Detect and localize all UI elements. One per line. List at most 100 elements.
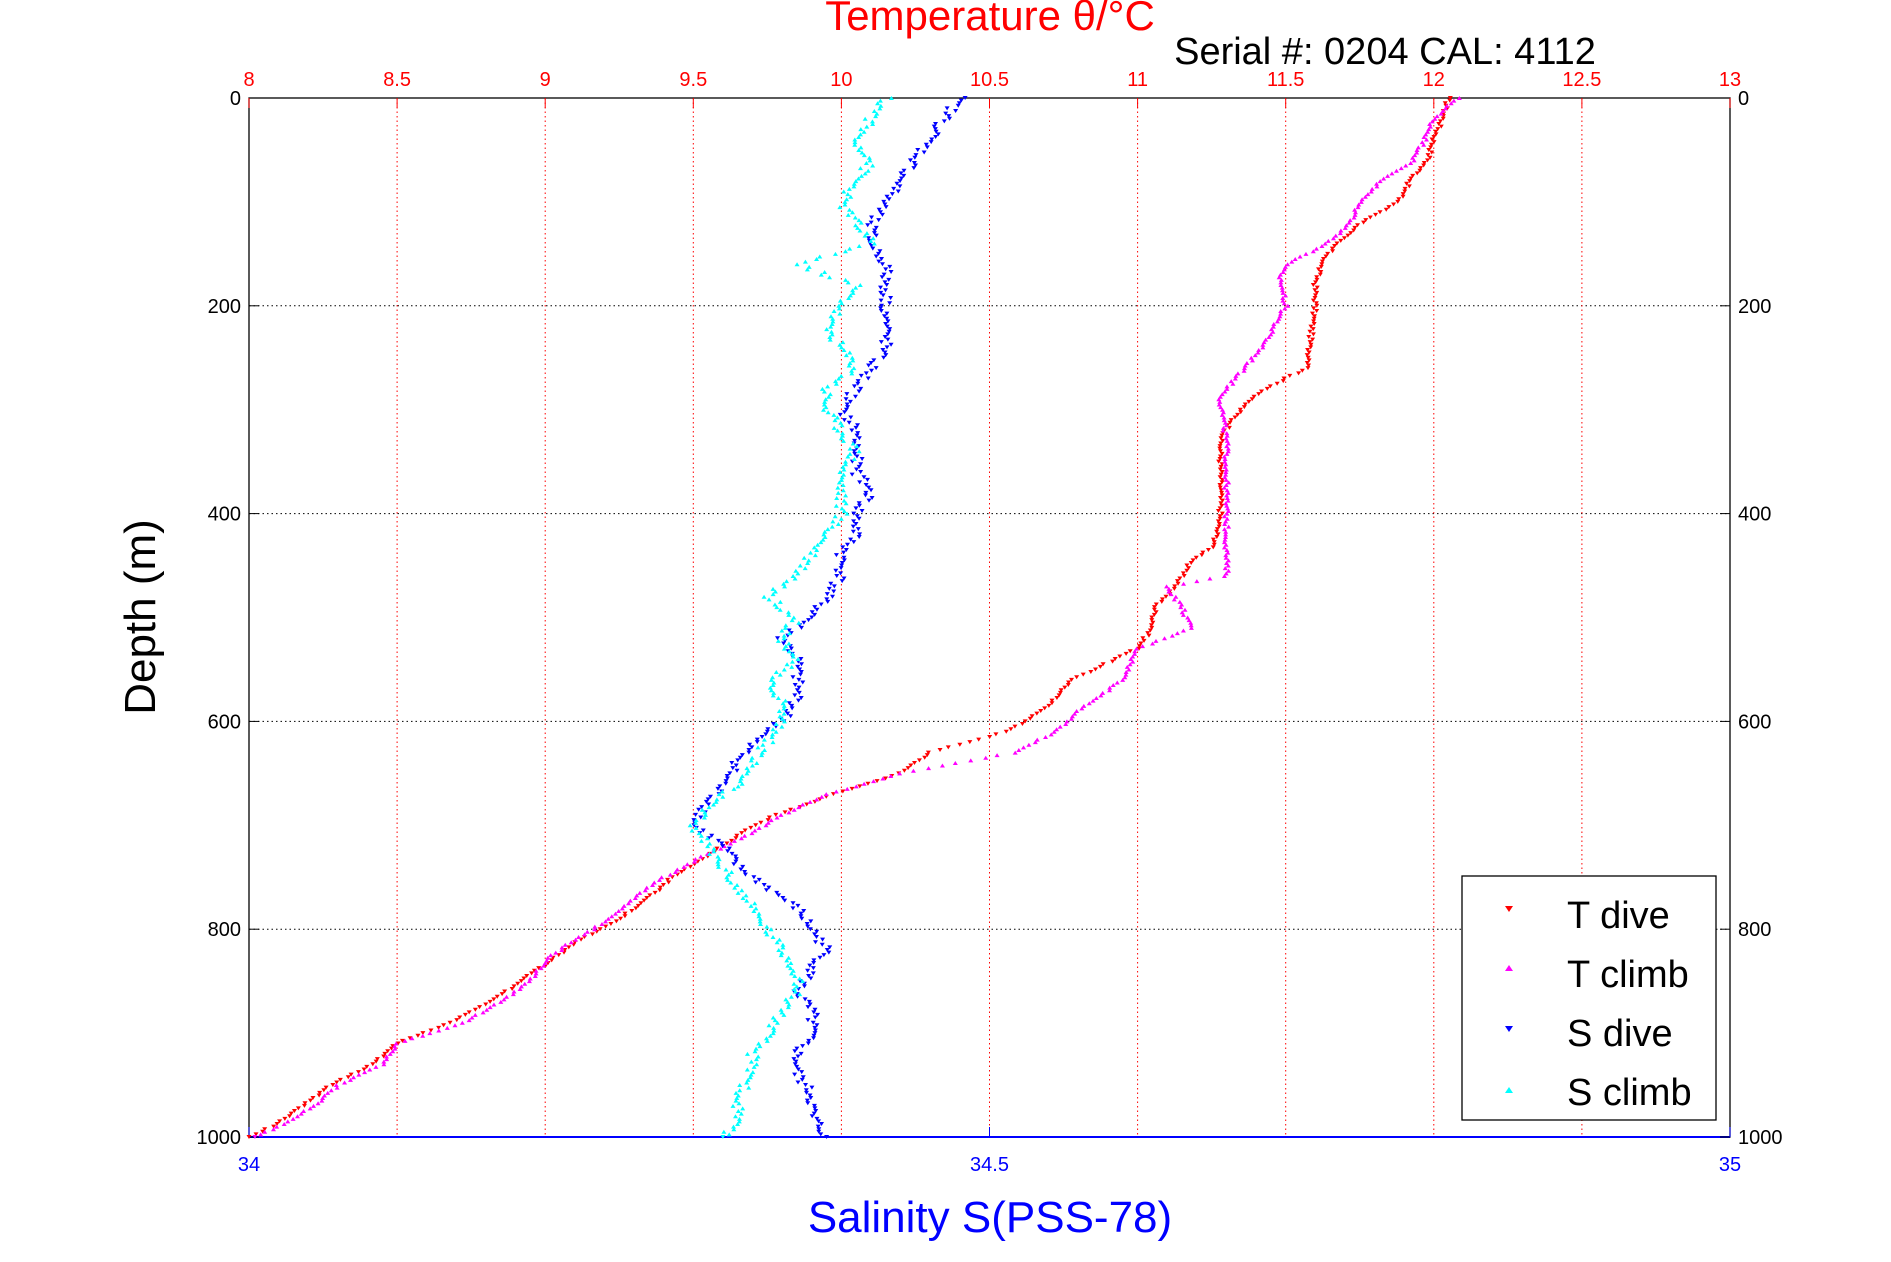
point-s-climb (839, 431, 845, 436)
point-t-climb (568, 940, 574, 945)
point-s-dive (795, 1067, 801, 1072)
point-s-climb (859, 173, 865, 178)
point-t-climb (983, 755, 989, 760)
point-t-climb (1271, 321, 1277, 326)
point-t-dive (1264, 386, 1270, 391)
point-s-dive (733, 763, 739, 768)
point-s-climb (715, 862, 721, 867)
point-t-dive (1314, 275, 1320, 280)
point-s-climb (758, 922, 764, 927)
point-s-climb (830, 316, 836, 321)
point-t-dive (734, 833, 740, 838)
point-s-dive (913, 163, 919, 168)
point-s-climb (786, 641, 792, 646)
point-t-dive (1274, 381, 1280, 386)
point-s-climb (699, 807, 705, 812)
point-t-dive (1355, 223, 1361, 228)
point-t-dive (1310, 332, 1316, 337)
point-t-dive (1123, 651, 1129, 656)
point-s-climb (817, 254, 823, 259)
point-t-dive (334, 1080, 340, 1085)
point-t-dive (1304, 353, 1310, 358)
point-t-dive (1184, 568, 1190, 573)
point-t-climb (459, 1020, 465, 1025)
point-s-dive (884, 324, 890, 329)
point-s-climb (832, 251, 838, 256)
point-t-climb (381, 1059, 387, 1064)
point-s-climb (843, 493, 849, 498)
point-s-dive (856, 516, 862, 521)
point-s-dive (800, 1044, 806, 1049)
point-s-climb (733, 1098, 739, 1103)
point-s-climb (857, 166, 863, 171)
point-t-climb (1223, 477, 1229, 482)
point-t-climb (1217, 399, 1223, 404)
point-s-dive (882, 334, 888, 339)
point-s-climb (835, 490, 841, 495)
point-t-dive (1238, 410, 1244, 415)
point-t-dive (1211, 540, 1217, 545)
point-t-dive (1200, 550, 1206, 555)
point-s-climb (838, 516, 844, 521)
point-t-climb (1224, 444, 1230, 449)
point-s-climb (724, 875, 730, 880)
point-s-climb (693, 825, 699, 830)
point-s-dive (786, 701, 792, 706)
point-s-climb (825, 384, 831, 389)
point-s-dive (811, 1111, 817, 1116)
point-t-dive (1325, 251, 1331, 256)
depth-tick-label-left: 400 (208, 504, 241, 526)
point-s-dive (881, 355, 887, 360)
point-t-climb (342, 1080, 348, 1085)
point-s-climb (842, 249, 848, 254)
point-t-dive (1363, 218, 1369, 223)
point-t-climb (334, 1085, 340, 1090)
point-s-dive (907, 158, 913, 163)
point-s-dive (873, 233, 879, 238)
point-t-climb (1252, 353, 1258, 358)
point-s-climb (851, 457, 857, 462)
point-s-climb (791, 615, 797, 620)
marks-layer (246, 96, 1462, 1139)
point-t-dive (1310, 298, 1316, 303)
point-t-climb (1223, 571, 1229, 576)
point-s-climb (772, 589, 778, 594)
point-s-climb (781, 711, 787, 716)
point-t-dive (1217, 457, 1223, 462)
point-s-climb (766, 1023, 772, 1028)
point-s-dive (880, 293, 886, 298)
point-t-climb (298, 1111, 304, 1116)
point-t-dive (1100, 662, 1106, 667)
point-t-climb (1412, 153, 1418, 158)
point-t-dive (1080, 672, 1086, 677)
point-s-dive (805, 968, 811, 973)
point-s-climb (728, 880, 734, 885)
point-t-dive (1159, 597, 1165, 602)
point-t-dive (1140, 636, 1146, 641)
point-s-climb (749, 755, 755, 760)
point-t-dive (1308, 324, 1314, 329)
point-s-climb (784, 662, 790, 667)
point-t-dive (457, 1015, 463, 1020)
point-t-climb (573, 937, 579, 942)
point-t-dive (511, 984, 517, 989)
point-s-climb (769, 734, 775, 739)
point-t-climb (592, 924, 598, 929)
point-s-dive (729, 851, 735, 856)
point-t-climb (1093, 696, 1099, 701)
point-t-climb (1150, 641, 1156, 646)
point-s-climb (785, 1005, 791, 1010)
point-s-dive (853, 506, 859, 511)
point-s-climb (855, 225, 861, 230)
point-t-climb (1221, 454, 1227, 459)
point-t-climb (1425, 129, 1431, 134)
point-t-dive (874, 779, 880, 784)
point-t-dive (487, 999, 493, 1004)
point-t-climb (1026, 742, 1032, 747)
depth-tick-label-right: 800 (1738, 919, 1771, 941)
point-s-dive (859, 457, 865, 462)
point-t-climb (1438, 111, 1444, 116)
point-s-climb (791, 981, 797, 986)
point-s-dive (852, 438, 858, 443)
point-t-dive (499, 992, 505, 997)
